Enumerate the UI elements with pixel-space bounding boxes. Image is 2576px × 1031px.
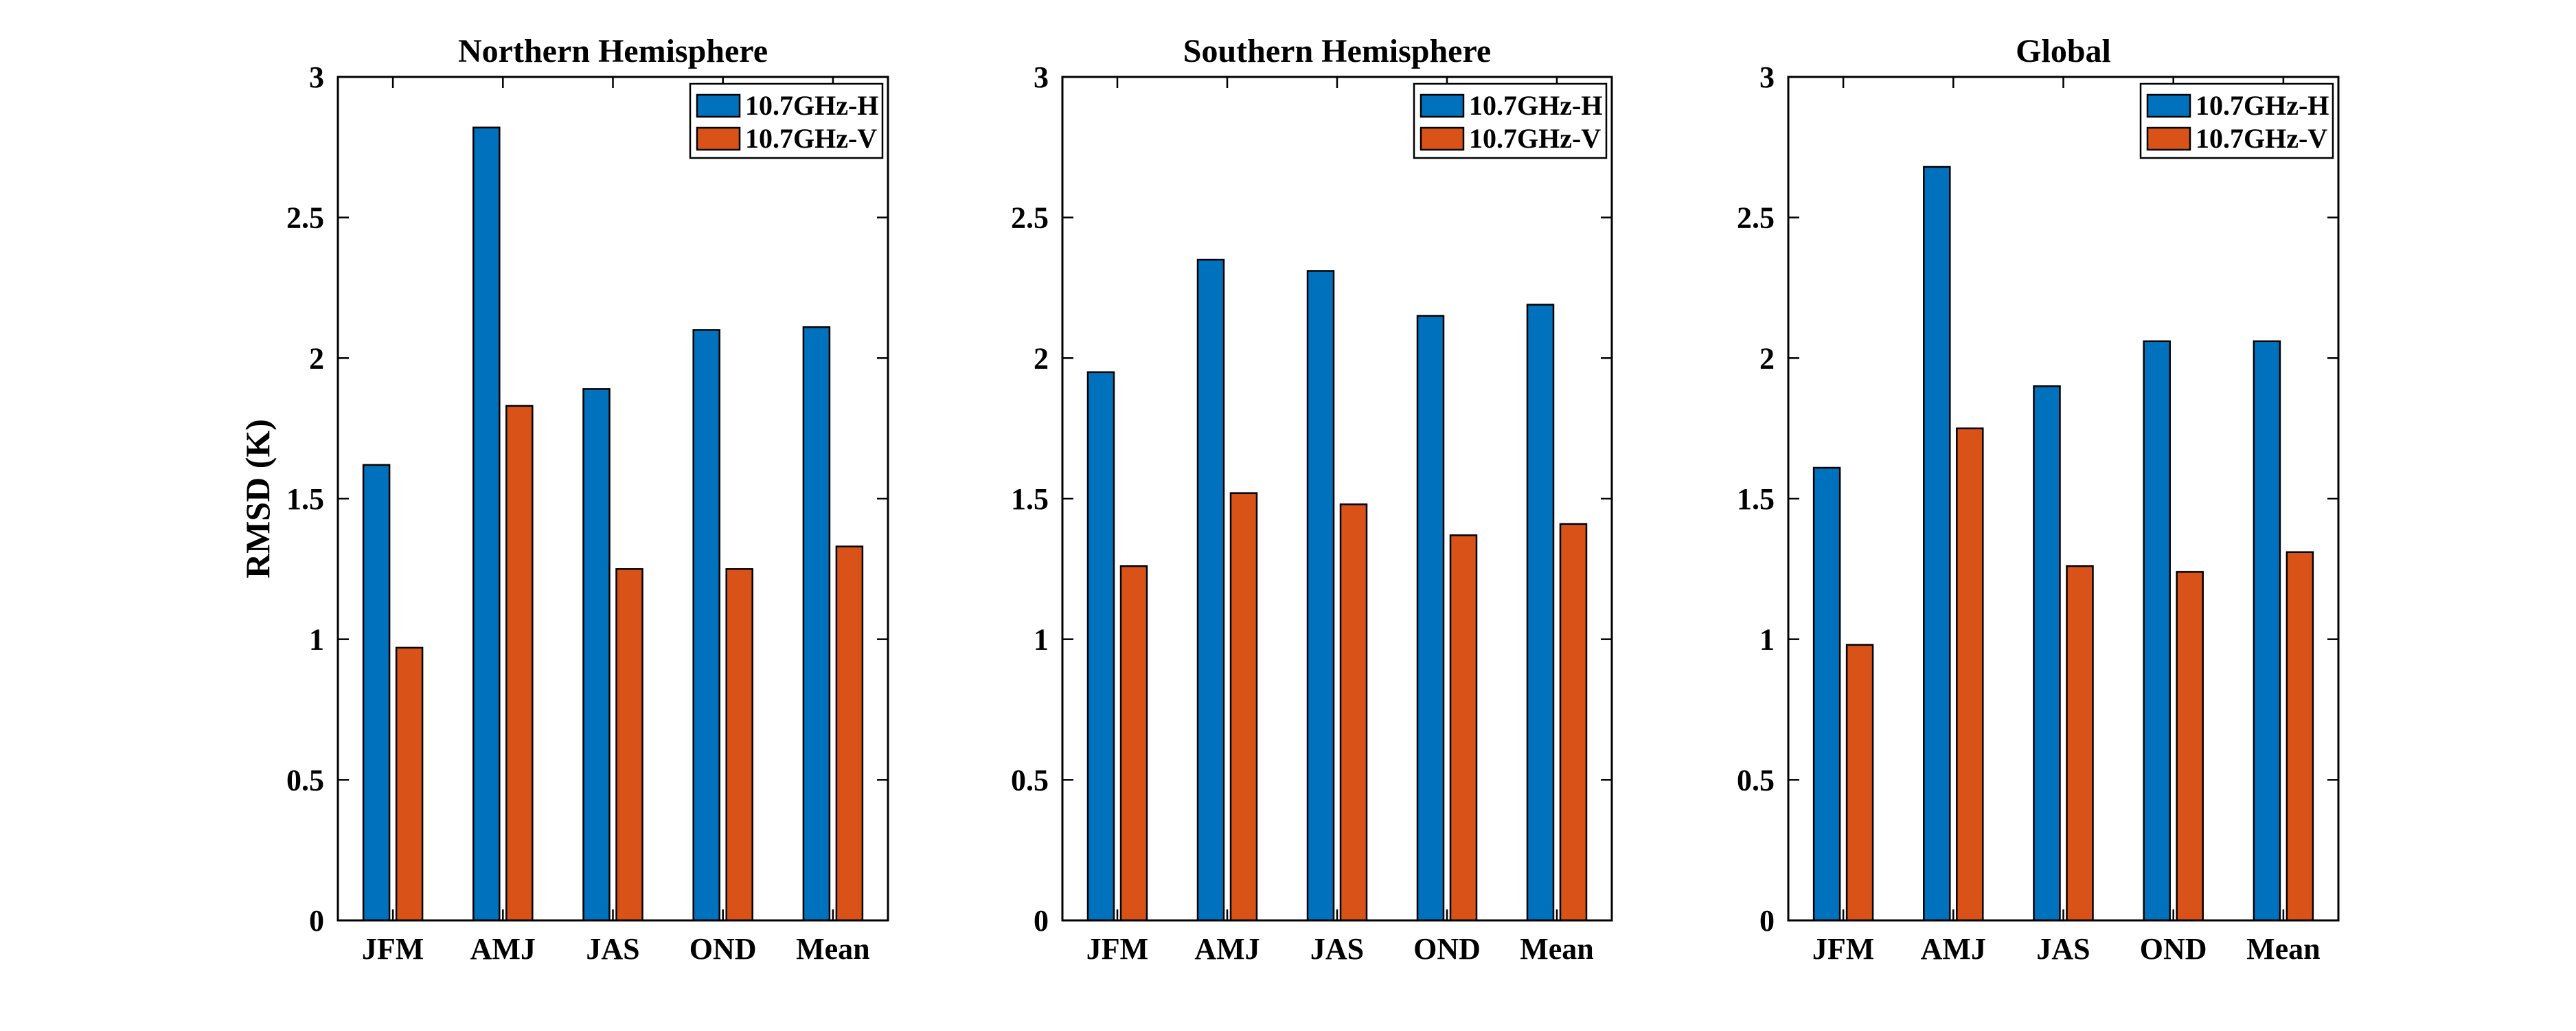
bar-ond-h: [2143, 340, 2171, 922]
chart-title: Global: [2016, 33, 2111, 69]
chart-panel-1: Northern Hemisphere JFM AMJ JAS OND Mean 0 0.5 1…: [238, 33, 889, 966]
bar-ond-v: [2176, 571, 2204, 922]
x-tick-label: JFM: [1812, 932, 1874, 966]
legend-swatch-h: [696, 93, 741, 118]
legend: 10.7GHz-H10.7GHz-V: [689, 82, 884, 159]
x-tick-label: JAS: [2036, 932, 2090, 966]
y-axis-label: RMSD (K): [238, 419, 277, 578]
legend-swatch-h: [1420, 93, 1465, 118]
axes-box: [1061, 76, 1613, 922]
y-tick-label: 2.5: [286, 201, 324, 235]
y-tick-label: 0.5: [1737, 763, 1775, 797]
legend-swatch-v: [1420, 126, 1465, 151]
chart-title: Northern Hemisphere: [458, 33, 768, 69]
legend-label-v: 10.7GHz-V: [1469, 123, 1601, 154]
legend-swatch-v: [696, 126, 741, 151]
bar-jfm-v: [1845, 644, 1874, 922]
legend-swatch-v: [2146, 126, 2191, 151]
y-tick-label: 1: [309, 623, 324, 657]
y-tick-label: 1: [1034, 623, 1049, 657]
x-tick-label: JFM: [1086, 932, 1148, 966]
y-tick-label: 3: [1759, 60, 1775, 94]
chart-panel-3: Global JFM AMJ JAS OND Mean 0 0.5 1 1.5 2 2.5 3 10.7G…: [1737, 33, 2340, 966]
y-tick-label: 0: [1759, 904, 1775, 938]
bar-jas-h: [2033, 385, 2061, 922]
bar-jas-h: [1306, 270, 1335, 922]
bar-jas-v: [615, 568, 643, 922]
bar-jfm-h: [1086, 371, 1115, 922]
bar-amj-v: [505, 405, 534, 922]
bar-mean-v: [835, 545, 864, 922]
x-tick-label: AMJ: [1194, 932, 1259, 966]
x-tick-label: Mean: [796, 932, 870, 966]
axes-box: [1787, 76, 2340, 922]
bar-amj-v: [1229, 492, 1258, 922]
x-tick-label: OND: [2140, 932, 2207, 966]
bar-mean-h: [2253, 340, 2281, 922]
y-tick-label: 2.5: [1737, 201, 1775, 235]
bar-ond-h: [692, 329, 720, 922]
x-tick-label: OND: [689, 932, 757, 966]
x-tick-label: Mean: [2246, 932, 2321, 966]
y-tick-label: 0: [309, 904, 324, 938]
y-tick-label: 0: [1034, 904, 1049, 938]
bar-mean-h: [802, 326, 831, 922]
y-tick-label: 0.5: [286, 763, 324, 797]
bar-jas-v: [1339, 503, 1368, 922]
bar-jfm-h: [1812, 466, 1841, 922]
y-tick-label: 3: [309, 60, 324, 94]
legend: 10.7GHz-H10.7GHz-V: [2139, 82, 2334, 159]
x-tick-label: JAS: [1310, 932, 1364, 966]
bar-amj-h: [472, 126, 501, 922]
bar-jfm-v: [395, 646, 424, 922]
bar-mean-v: [1559, 523, 1588, 922]
y-tick-label: 2: [309, 341, 324, 375]
bar-jfm-h: [362, 464, 391, 922]
x-tick-label: OND: [1413, 932, 1481, 966]
y-tick-label: 2: [1034, 341, 1049, 375]
legend-label-v: 10.7GHz-V: [745, 123, 877, 154]
bar-ond-v: [725, 568, 753, 922]
legend-swatch-h: [2146, 93, 2191, 118]
x-tick-label: JFM: [362, 932, 424, 966]
chart-title: Southern Hemisphere: [1183, 33, 1491, 69]
bar-ond-h: [1416, 315, 1445, 922]
chart-panel-2: Southern Hemisphere JFM AMJ JAS OND Mean 0 0.5 1…: [1011, 33, 1613, 966]
bar-amj-h: [1923, 166, 1951, 922]
legend: 10.7GHz-H10.7GHz-V: [1413, 82, 1608, 159]
axes-box: [337, 76, 889, 922]
y-tick-label: 1.5: [1737, 482, 1775, 516]
x-tick-label: AMJ: [1921, 932, 1986, 966]
bar-ond-v: [1449, 534, 1478, 922]
y-tick-label: 1: [1759, 623, 1775, 657]
legend-label-h: 10.7GHz-H: [1469, 90, 1602, 121]
y-tick-label: 0.5: [1011, 763, 1049, 797]
bar-jfm-v: [1119, 565, 1148, 922]
y-tick-label: 2.5: [1011, 201, 1049, 235]
y-tick-label: 3: [1034, 60, 1049, 94]
legend-label-h: 10.7GHz-H: [745, 90, 878, 121]
legend-label-h: 10.7GHz-H: [2196, 90, 2329, 121]
y-tick-label: 1.5: [1011, 482, 1049, 516]
y-tick-label: 2: [1759, 341, 1775, 375]
bar-amj-h: [1196, 258, 1225, 922]
legend-label-v: 10.7GHz-V: [2196, 123, 2327, 154]
bar-mean-h: [1526, 304, 1555, 922]
bar-jas-h: [582, 388, 611, 922]
bar-jas-v: [2066, 565, 2094, 922]
x-tick-label: AMJ: [470, 932, 536, 966]
bar-amj-v: [1956, 427, 1984, 922]
y-tick-label: 1.5: [286, 482, 324, 516]
x-tick-label: JAS: [586, 932, 639, 966]
x-tick-label: Mean: [1520, 932, 1594, 966]
bar-mean-v: [2286, 551, 2314, 922]
